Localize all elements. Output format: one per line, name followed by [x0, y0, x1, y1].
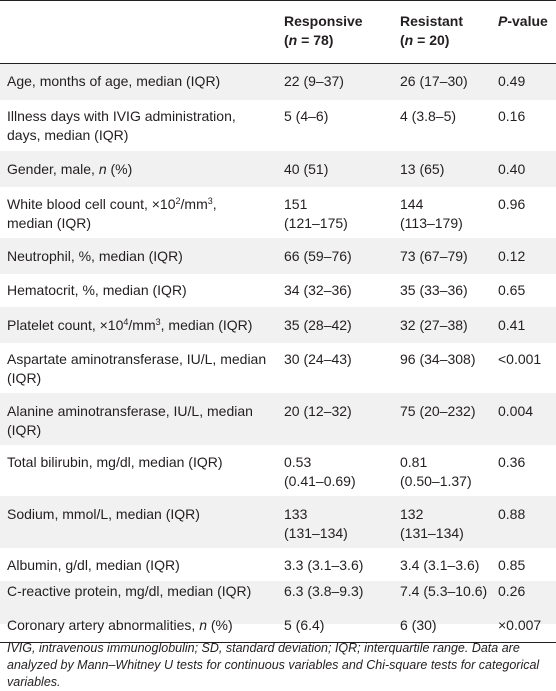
header-p-value: P-value [498, 13, 548, 29]
row-label-alt: Alanine aminotransferase, IU/L, median (… [7, 403, 253, 438]
row-label-illness-days: Illness days with IVIG administration, d… [7, 108, 236, 143]
header-responsive: Responsive (n = 78) [284, 13, 363, 48]
row-platelet-responsive: 35 (28–42) [284, 317, 352, 333]
row-label-wbc: White blood cell count, ×102/mm3, median… [7, 196, 217, 231]
row-hematocrit-responsive: 34 (32–36) [284, 282, 352, 298]
row-label-crp: C-reactive protein, mg/dl, median (IQR) [7, 583, 252, 599]
row-ast-responsive: 30 (24–43) [284, 351, 352, 367]
row-neutrophil-p: 0.12 [498, 248, 526, 264]
header-resistant: Resistant (n = 20) [400, 13, 464, 48]
row-wbc-responsive: 151 (121–175) [284, 196, 348, 231]
row-ast-p: <0.001 [498, 351, 542, 367]
row-platelet-resistant: 32 (27–38) [400, 317, 468, 333]
row-sodium-p: 0.88 [498, 506, 526, 522]
row-gender-p: 0.40 [498, 161, 526, 177]
row-label-albumin: Albumin, g/dl, median (IQR) [7, 557, 180, 573]
row-alt-responsive: 20 (12–32) [284, 403, 352, 419]
row-caa-p: ×0.007 [498, 617, 542, 633]
row-label-neutrophil: Neutrophil, %, median (IQR) [7, 248, 183, 264]
row-bilirubin-responsive: 0.53 (0.41–0.69) [284, 454, 356, 489]
row-caa-resistant: 6 (30) [400, 617, 437, 633]
row-neutrophil-resistant: 73 (67–79) [400, 248, 468, 264]
row-crp-responsive: 6.3 (3.8–9.3) [284, 583, 364, 599]
row-illness-days-p: 0.16 [498, 108, 526, 124]
row-label-age: Age, months of age, median (IQR) [7, 73, 221, 89]
row-wbc-p: 0.96 [498, 196, 526, 212]
bottom-rule [0, 642, 556, 643]
row-albumin-p: 0.85 [498, 557, 526, 573]
row-label-caa: Coronary artery abnormalities, n (%) [7, 617, 233, 633]
row-illness-days-resistant: 4 (3.8–5) [400, 108, 457, 124]
row-label-ast: Aspartate aminotransferase, IU/L, median… [7, 351, 267, 386]
row-neutrophil-responsive: 66 (59–76) [284, 248, 352, 264]
row-sodium-resistant: 132 (131–134) [400, 506, 464, 541]
row-albumin-resistant: 3.4 (3.1–3.6) [400, 557, 480, 573]
row-albumin-responsive: 3.3 (3.1–3.6) [284, 557, 364, 573]
row-crp-p: 0.26 [498, 583, 526, 599]
row-alt-p: 0.004 [498, 403, 534, 419]
row-wbc-resistant: 144 (113–179) [400, 196, 463, 231]
row-alt-resistant: 75 (20–232) [400, 403, 476, 419]
table-footnote: IVIG, intravenous immunoglobulin; SD, st… [7, 641, 540, 689]
row-illness-days-responsive: 5 (4–6) [284, 108, 329, 124]
top-rule [0, 0, 556, 1]
row-label-hematocrit: Hematocrit, %, median (IQR) [7, 282, 187, 298]
row-label-gender: Gender, male, n (%) [7, 161, 133, 177]
row-age-responsive: 22 (9–37) [284, 73, 344, 89]
row-label-bilirubin: Total bilirubin, mg/dl, median (IQR) [7, 454, 223, 470]
row-age-p: 0.49 [498, 73, 526, 89]
row-bilirubin-resistant: 0.81 (0.50–1.37) [400, 454, 472, 489]
row-gender-resistant: 13 (65) [400, 161, 445, 177]
row-hematocrit-resistant: 35 (33–36) [400, 282, 468, 298]
row-caa-responsive: 5 (6.4) [284, 617, 325, 633]
row-age-resistant: 26 (17–30) [400, 73, 468, 89]
row-hematocrit-p: 0.65 [498, 282, 526, 298]
row-platelet-p: 0.41 [498, 317, 526, 333]
row-crp-resistant: 7.4 (5.3–10.6) [400, 583, 488, 599]
row-label-platelet: Platelet count, ×104/mm3, median (IQR) [7, 317, 253, 333]
row-label-sodium: Sodium, mmol/L, median (IQR) [7, 506, 200, 522]
row-ast-resistant: 96 (34–308) [400, 351, 476, 367]
row-bilirubin-p: 0.36 [498, 454, 526, 470]
row-sodium-responsive: 133 (131–134) [284, 506, 348, 541]
header-rule [0, 63, 556, 64]
row-gender-responsive: 40 (51) [284, 161, 329, 177]
